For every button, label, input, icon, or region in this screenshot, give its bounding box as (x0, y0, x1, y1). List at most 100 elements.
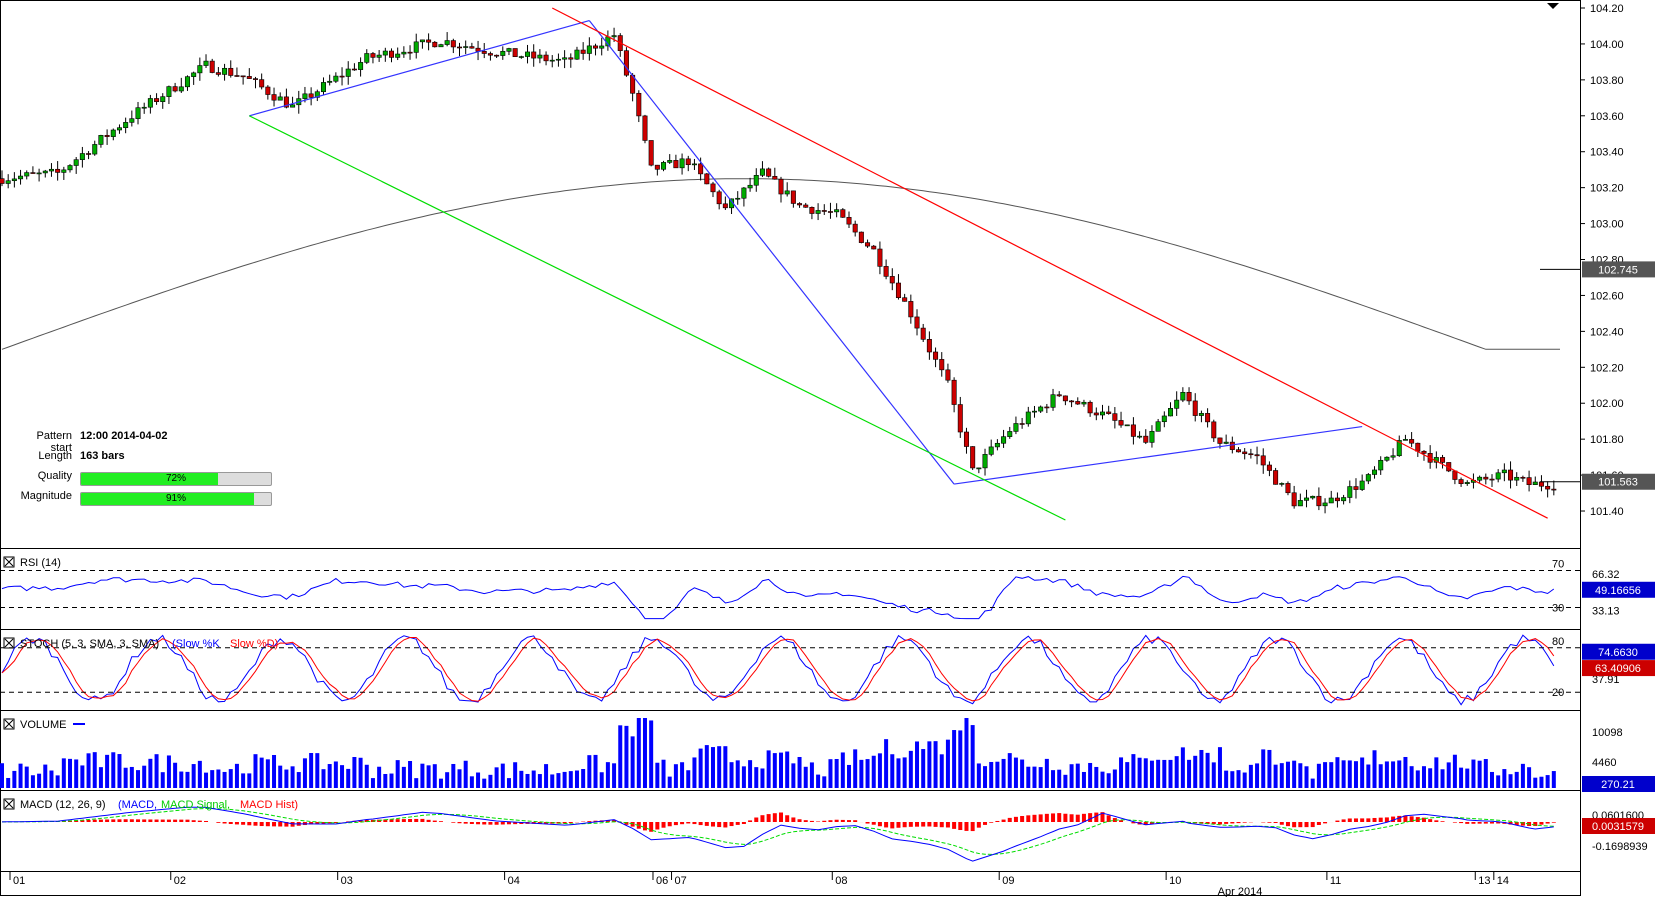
macd-hist-bar (1539, 822, 1544, 825)
candle-body (976, 467, 982, 470)
macd-hist-bar (816, 821, 821, 822)
quality-value: 72% (165, 473, 186, 484)
candle-body (450, 40, 456, 48)
candle-body (240, 75, 246, 78)
candle-body (772, 175, 778, 180)
volume-bar (760, 768, 765, 788)
candle-body (753, 175, 759, 186)
macd-hist-bar (680, 822, 685, 825)
volume-bar (1205, 752, 1210, 788)
volume-bar (1465, 768, 1470, 788)
candle-body (147, 98, 153, 108)
candle-body (1297, 500, 1303, 507)
volume-bar (1137, 757, 1142, 788)
volume-bar (1180, 747, 1185, 788)
macd-hist-bar (890, 822, 895, 829)
volume-bar (18, 763, 23, 788)
candle-body (203, 60, 209, 66)
volume-bar (772, 753, 777, 788)
volume-bar (92, 752, 97, 788)
macd-hist-bar (698, 822, 703, 826)
volume-bar (630, 736, 635, 788)
candle-body (79, 153, 85, 160)
candle-body (698, 163, 704, 175)
rsi-title: RSI (14) (20, 557, 61, 569)
price-axis: 104.20 104.00 103.80 103.60 103.40 103.20 103.… (1540, 3, 1655, 518)
volume-bar (513, 762, 518, 788)
macd-hist-bar (1421, 817, 1426, 822)
close-icon[interactable] (3, 556, 15, 568)
candle-body (123, 122, 129, 129)
macd-hist-bar (1273, 822, 1278, 824)
macd-hist-bar (142, 819, 147, 822)
macd-hist-bar (1267, 822, 1272, 823)
close-icon[interactable] (3, 637, 15, 649)
macd-legend-signal: MACD Signal, (161, 799, 230, 811)
volume-bar (1057, 769, 1062, 788)
candle-body (1279, 483, 1285, 485)
close-icon[interactable] (3, 718, 15, 730)
stoch-last-k: 74.6630 (1598, 647, 1638, 659)
pattern-line-blue (249, 19, 590, 117)
candle-body (1118, 420, 1124, 426)
candle-body (994, 442, 1000, 448)
candle-body (419, 39, 425, 43)
candle-body (1242, 451, 1248, 455)
candle-body (209, 60, 215, 73)
candle-body (661, 162, 667, 170)
candle-body (895, 282, 901, 299)
macd-legend: MACD (12, 26, 9) (MACD, MACD Signal, MAC… (3, 798, 298, 811)
volume-bar (1279, 763, 1284, 788)
macd-hist-bar (129, 819, 134, 822)
volume-bar (1013, 757, 1018, 788)
candle-body (673, 160, 679, 169)
volume-bar (754, 767, 759, 788)
candle-body (1248, 453, 1254, 456)
volume-bar (766, 750, 771, 788)
candle-body (308, 93, 314, 98)
volume-bar (1069, 764, 1074, 788)
volume-bar (1434, 757, 1439, 788)
macd-hist-bar (537, 822, 542, 824)
macd-hist-bar (847, 820, 852, 822)
stoch-series (0, 634, 1580, 706)
volume-bar (797, 756, 802, 788)
candle-body (67, 165, 73, 171)
macd-last: 0.0031579 (1592, 821, 1644, 833)
macd-hist-bar (884, 822, 889, 828)
volume-bar (964, 718, 969, 788)
candle-body (1396, 440, 1402, 457)
volume-bar (364, 764, 369, 788)
price-panel[interactable] (0, 0, 1581, 549)
candle-body (889, 276, 895, 284)
candle-body (920, 327, 926, 340)
time-label: 14 (1497, 875, 1509, 887)
volume-bar (1403, 756, 1408, 788)
close-icon[interactable] (3, 798, 15, 810)
magnitude-bar: 91% (80, 492, 272, 506)
stoch-axis-37: 37.91 (1592, 674, 1620, 686)
volume-bar (1378, 764, 1383, 788)
candle-body (290, 104, 296, 108)
volume-bar (1409, 766, 1414, 788)
pattern-start-value: 12:00 2014-04-02 (80, 430, 168, 442)
candle-body (487, 53, 493, 56)
chevron-down-icon[interactable] (1547, 3, 1559, 9)
volume-bar (618, 725, 623, 788)
volume-bar (952, 730, 957, 788)
volume-title: VOLUME (20, 719, 66, 731)
macd-hist-bar (1285, 822, 1290, 827)
candle-body (382, 50, 388, 56)
candle-body (1365, 474, 1371, 482)
volume-legend: VOLUME (3, 718, 85, 731)
pattern-start-label: Pattern start (36, 430, 72, 454)
candle-body (1545, 485, 1551, 490)
volume-bar (1384, 761, 1389, 788)
stoch-title: STOCH (5, 3, SMA, 3, SMA) (20, 638, 159, 650)
candle-body (1477, 476, 1483, 481)
macd-hist-bar (234, 822, 239, 825)
volume-bar (816, 774, 821, 788)
macd-hist-bar (284, 822, 289, 827)
volume-bar (401, 766, 406, 788)
